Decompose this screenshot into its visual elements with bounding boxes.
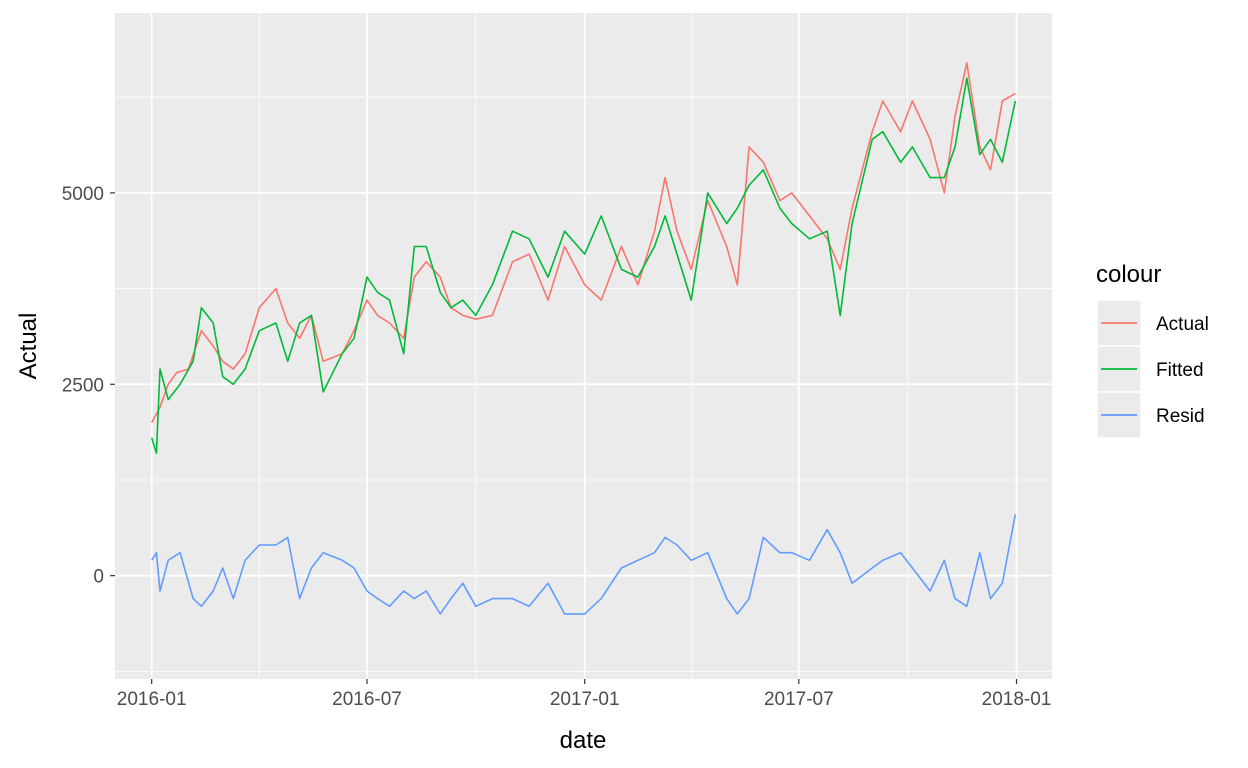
x-tick-label: 2017-07 <box>764 689 834 710</box>
legend-item-fitted: Fitted <box>1096 345 1204 393</box>
grid <box>115 13 1052 679</box>
legend-item-actual: Actual <box>1096 299 1209 347</box>
x-tick-label: 2016-07 <box>332 689 402 710</box>
y-tick-label: 5000 <box>62 184 104 205</box>
series-line-fitted <box>150 77 1017 454</box>
axis-ticks: 2016-01 2016-07 2017-01 2017-07 2018-01 0 2500… <box>62 184 1052 710</box>
legend-title: colour <box>1096 261 1161 288</box>
series-lines <box>150 62 1017 615</box>
x-tick-label: 2018-01 <box>982 689 1052 710</box>
legend-label: Actual <box>1156 314 1209 335</box>
plot-panel <box>115 13 1052 679</box>
legend-item-resid: Resid <box>1096 391 1205 439</box>
legend-label: Resid <box>1156 406 1205 427</box>
series-line-actual <box>150 62 1016 423</box>
x-axis-title: date <box>560 727 607 754</box>
y-axis-title: Actual <box>15 313 42 380</box>
series-line-resid <box>151 514 1017 615</box>
y-tick-label: 0 <box>93 567 104 588</box>
y-tick-label: 2500 <box>62 375 104 396</box>
x-tick-label: 2016-01 <box>117 689 187 710</box>
legend-label: Fitted <box>1156 360 1204 381</box>
x-tick-label: 2017-01 <box>550 689 620 710</box>
legend: colour Actual Fitted Resid <box>1096 261 1209 439</box>
